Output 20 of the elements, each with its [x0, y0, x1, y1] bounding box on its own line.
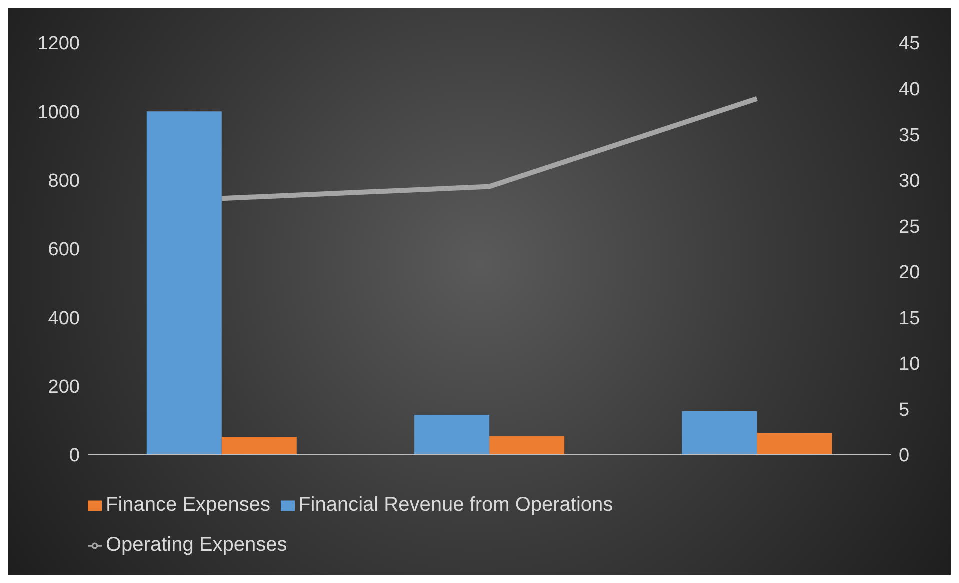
y-tick-label: 800	[48, 171, 80, 192]
y-tick-label: 200	[48, 377, 80, 398]
y2-tick-label: 45	[899, 34, 920, 55]
legend-label: Financial Revenue from Operations	[298, 494, 614, 516]
y2-tick-label: 30	[899, 171, 920, 192]
y2-tick-label: 20	[899, 262, 920, 284]
legend-label: Operating Expenses	[106, 534, 288, 556]
legend-label: Finance Expenses	[106, 494, 271, 516]
y2-tick-label: 25	[899, 216, 920, 238]
y2-tick-label: 5	[899, 400, 910, 421]
y-tick-label: 1000	[38, 102, 80, 124]
y2-tick-label: 15	[899, 308, 920, 330]
y-tick-label: 0	[69, 446, 80, 467]
y-tick-label: 600	[48, 240, 80, 261]
y-tick-label: 400	[48, 308, 80, 330]
y2-tick-label: 35	[899, 125, 920, 146]
y2-tick-label: 0	[899, 446, 910, 467]
y2-tick-label: 10	[899, 354, 920, 376]
y2-tick-label: 40	[899, 80, 920, 101]
y-tick-label: 1200	[38, 34, 80, 55]
